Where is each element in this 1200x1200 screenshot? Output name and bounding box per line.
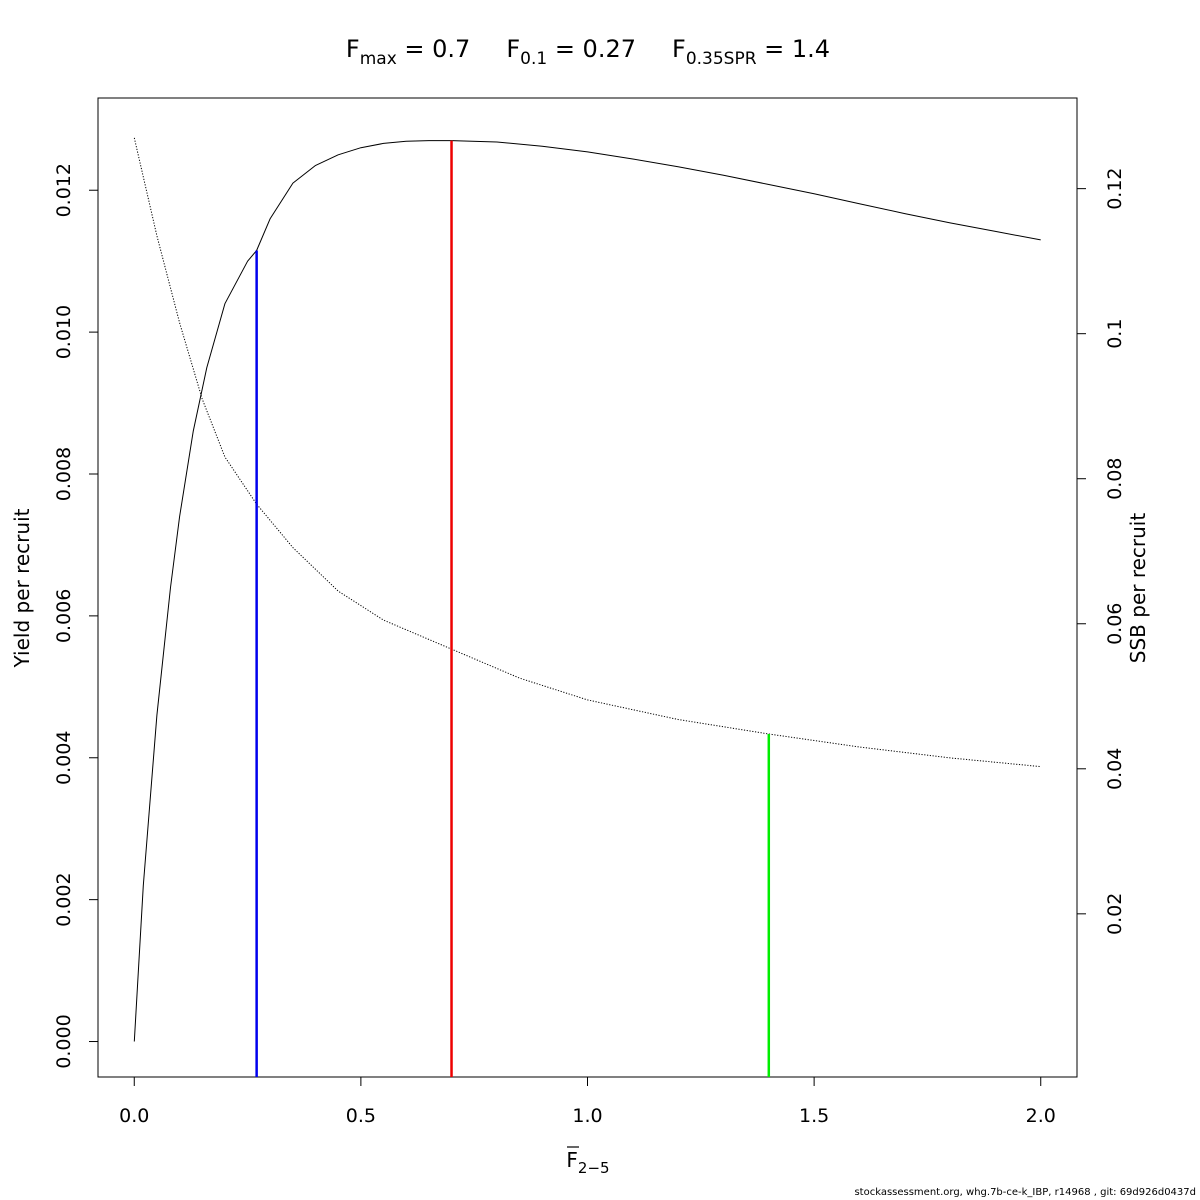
x-axis-title: F2−5 (566, 1146, 610, 1177)
y-right-axis-title: SSB per recruit (1126, 513, 1150, 664)
y-left-axis: 0.000 0.002 0.004 0.006 0.008 0.010 0.012 (53, 163, 98, 1069)
y-left-tick-label: 0.010 (53, 305, 75, 359)
y-left-tick-label: 0.008 (53, 447, 75, 501)
x-tick-label: 1.0 (572, 1105, 602, 1127)
x-tick-label: 0.0 (119, 1105, 149, 1127)
x-axis-title-main: F (566, 1148, 578, 1172)
x-axis-title-sub: 2−5 (578, 1159, 610, 1177)
series-group (133, 137, 1041, 1042)
y-left-tick-label: 0.006 (53, 589, 75, 643)
footer-credit: stockassessment.org, whg.7b-ce-k_IBP, r1… (854, 1187, 1196, 1198)
title-part-value: = 0.7 (397, 35, 471, 63)
title-part-main: F (506, 35, 520, 63)
yield-per-recruit-line (133, 140, 1041, 1042)
y-right-axis: 0.02 0.04 0.06 0.08 0.1 0.12 (1077, 167, 1126, 935)
x-axis-title-text: F2−5 (566, 1148, 609, 1177)
x-tick-label: 1.5 (799, 1105, 829, 1127)
y-right-tick-label: 0.04 (1104, 748, 1126, 790)
y-right-tick-label: 0.06 (1104, 603, 1126, 645)
y-left-axis-title: Yield per recruit (10, 508, 34, 668)
y-left-tick-label: 0.002 (53, 872, 75, 926)
y-left-tick-label: 0.000 (53, 1014, 75, 1068)
title-part-value: = 0.27 (547, 35, 636, 63)
y-right-tick-label: 0.08 (1104, 458, 1126, 500)
y-left-tick-label: 0.004 (53, 731, 75, 785)
title-part-value: = 1.4 (757, 35, 831, 63)
chart-title: Fmax = 0.7 F0.1 = 0.27 F0.35SPR = 1.4 (346, 35, 830, 69)
title-part-sub: 0.35SPR (686, 49, 757, 69)
chart-title-text: Fmax = 0.7 F0.1 = 0.27 F0.35SPR = 1.4 (346, 35, 830, 69)
title-part-sub: 0.1 (520, 49, 547, 69)
y-right-tick-label: 0.02 (1104, 893, 1126, 935)
x-tick-label: 2.0 (1026, 1105, 1056, 1127)
reference-lines (255, 140, 771, 1077)
y-right-tick-label: 0.12 (1104, 167, 1126, 209)
y-left-tick-label: 0.012 (53, 163, 75, 217)
x-tick-label: 0.5 (346, 1105, 376, 1127)
x-axis: 0.0 0.5 1.0 1.5 2.0 (119, 1077, 1056, 1127)
title-part-main: F (672, 35, 686, 63)
plot-frame (97, 97, 1078, 1078)
title-part-main: F (346, 35, 360, 63)
y-right-tick-label: 0.1 (1104, 319, 1126, 349)
title-part-sub: max (360, 49, 397, 69)
ssb-per-recruit-line (133, 137, 1041, 768)
